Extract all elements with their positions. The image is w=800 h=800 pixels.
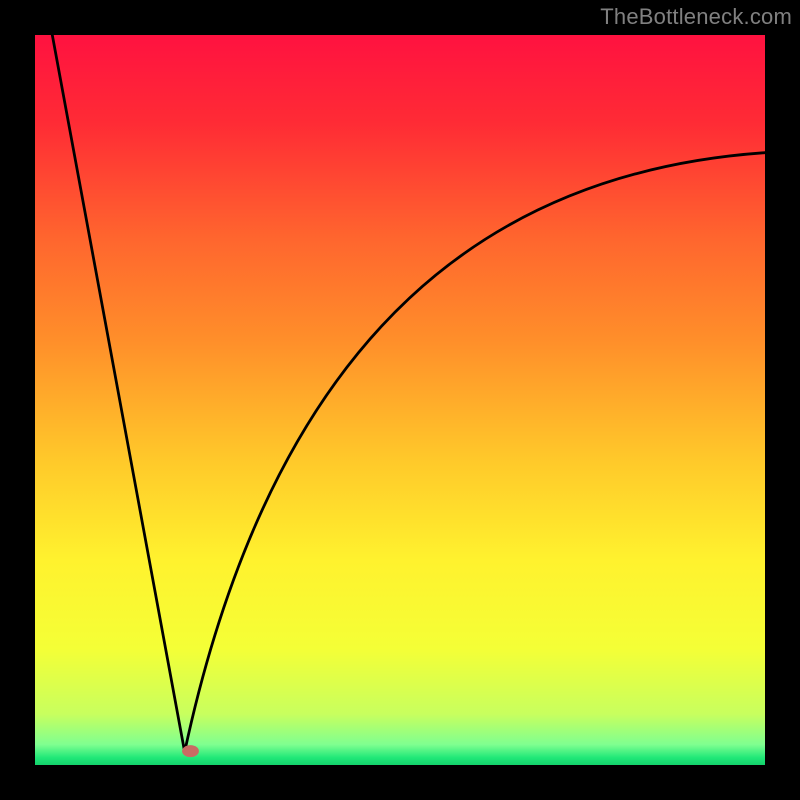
plot-area [35,35,765,765]
chart-frame: TheBottleneck.com [0,0,800,800]
plot-svg [35,35,765,765]
gradient-background [35,35,765,765]
watermark-text: TheBottleneck.com [600,4,792,30]
vertex-marker [182,745,199,757]
